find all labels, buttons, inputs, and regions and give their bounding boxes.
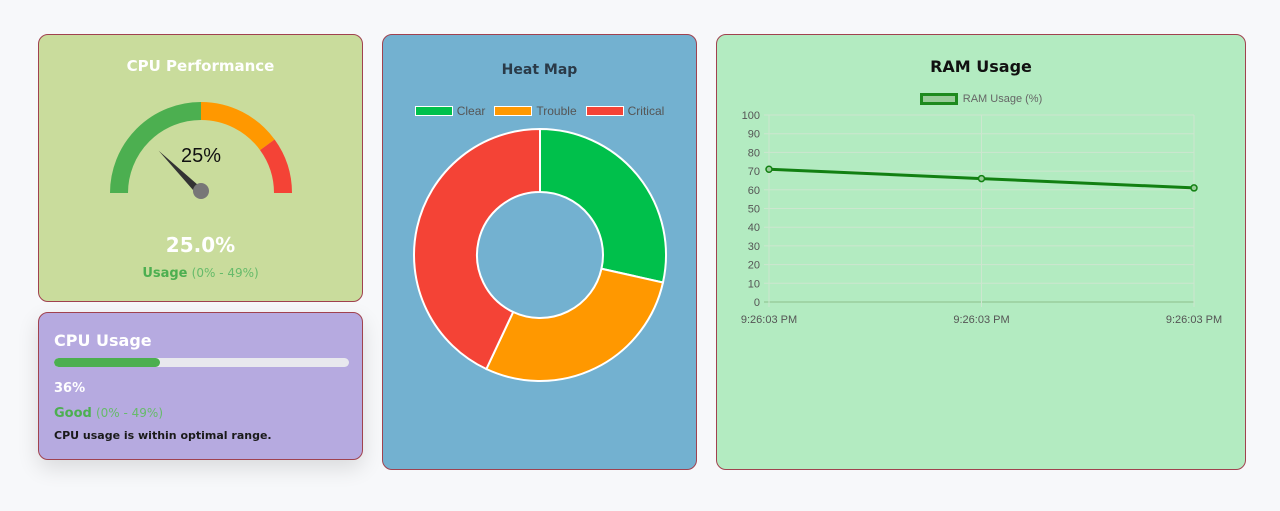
heat-map-title: Heat Map — [501, 62, 578, 78]
cpu-usage-title: CPU Usage — [54, 331, 152, 350]
gauge-segment-mid — [200, 102, 275, 151]
legend-item-clear[interactable]: Clear — [414, 104, 486, 118]
legend-label: Trouble — [536, 104, 577, 118]
ram-usage-legend[interactable]: RAM Usage (%) — [717, 93, 1245, 105]
legend-swatch — [494, 106, 533, 116]
ram-usage-line-chart: 0 10 20 30 40 50 60 70 80 90 100 9:26:03 PM 9:26:03 … — [741, 110, 1222, 326]
cpu-usage-card: CPU Usage 36% Good (0% - 49%) CPU usage … — [38, 312, 363, 460]
y-tick-label: 10 — [748, 278, 760, 290]
cpu-usage-message: CPU usage is within optimal range. — [54, 429, 272, 442]
donut-slice-clear[interactable] — [539, 127, 667, 284]
cpu-performance-status: Usage (0% - 49%) — [39, 266, 362, 281]
gauge-segment-low — [110, 102, 202, 194]
cpu-usage-value: 36% — [54, 381, 86, 396]
gauge-label: 25% — [181, 145, 221, 167]
legend-item-critical[interactable]: Critical — [585, 104, 665, 118]
legend-swatch — [414, 106, 453, 116]
cpu-performance-card: CPU Performance 25% 25.0% Usage (0% - 49… — [38, 34, 363, 302]
ram-data-point[interactable] — [1190, 184, 1198, 192]
legend-swatch — [585, 106, 624, 116]
legend-label: Critical — [627, 104, 665, 118]
y-tick-label: 100 — [742, 110, 760, 122]
perf-status-range: (0% - 49%) — [191, 266, 259, 280]
y-tick-label: 50 — [748, 204, 760, 216]
ram-data-point[interactable] — [765, 165, 773, 173]
y-tick-label: 20 — [748, 260, 760, 272]
heat-map-legend: Clear Trouble Critical — [383, 104, 696, 118]
y-tick-label: 80 — [748, 147, 760, 159]
perf-status-label: Usage — [142, 266, 188, 281]
x-tick-label: 9:26:03 PM — [741, 314, 797, 326]
heat-map-card: Heat Map Clear Trouble Critical — [382, 34, 697, 470]
cpu-usage-status: Good (0% - 49%) — [54, 406, 163, 421]
cpu-usage-progress-bar — [54, 358, 349, 367]
ram-legend-swatch — [919, 93, 958, 105]
y-tick-label: 30 — [748, 241, 760, 253]
x-tick-label: 9:26:03 PM — [1166, 314, 1222, 326]
y-tick-label: 40 — [748, 222, 760, 234]
cpu-usage-progress-fill — [54, 358, 161, 367]
donut-slice-trouble[interactable] — [485, 267, 665, 382]
y-tick-label: 90 — [748, 129, 760, 141]
ram-usage-title: RAM Usage — [930, 57, 1032, 76]
gauge-needle — [158, 150, 204, 196]
cpu-performance-value: 25.0% — [165, 233, 236, 257]
legend-label: Clear — [456, 104, 486, 118]
donut-slice-critical[interactable] — [413, 127, 541, 371]
cpu-gauge: 25% — [110, 102, 292, 199]
gauge-segment-high — [259, 139, 292, 194]
y-tick-label: 0 — [754, 297, 760, 309]
ram-data-point[interactable] — [977, 174, 986, 183]
y-tick-label: 60 — [748, 185, 760, 197]
y-tick-label: 70 — [748, 166, 760, 178]
usage-status-range: (0% - 49%) — [95, 406, 164, 420]
x-tick-label: 9:26:03 PM — [953, 314, 1009, 326]
ram-legend-label: RAM Usage (%) — [962, 93, 1043, 105]
heat-map-donut-chart — [413, 127, 667, 382]
cpu-performance-title: CPU Performance — [126, 57, 275, 75]
usage-status-label: Good — [54, 406, 92, 421]
ram-usage-card: RAM Usage RAM Usage (%) 0 10 20 30 40 50 60 70 8… — [716, 34, 1246, 470]
legend-item-trouble[interactable]: Trouble — [494, 104, 577, 118]
gauge-needle-hub — [193, 183, 209, 199]
